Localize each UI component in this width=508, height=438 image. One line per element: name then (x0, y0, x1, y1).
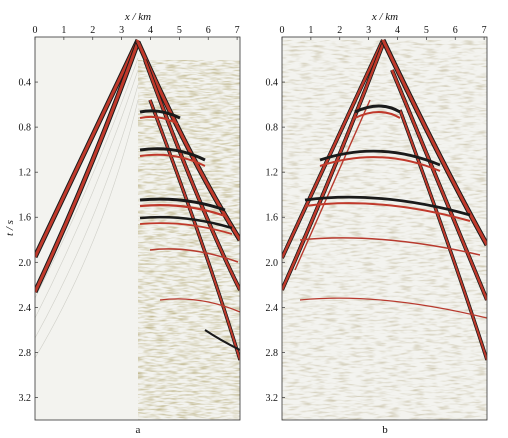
y-tick-label: 0.8 (266, 123, 279, 134)
panel-b-noise-texture (282, 40, 487, 420)
y-tick-label: 0.4 (266, 78, 279, 89)
x-tick-label: 4 (395, 25, 400, 36)
panel-b-caption: b (382, 424, 388, 436)
y-tick-label: 2.4 (266, 303, 279, 314)
y-tick-label: 2.0 (19, 258, 32, 269)
x-tick-label: 6 (206, 25, 211, 36)
y-tick-label: 2.8 (266, 348, 279, 359)
y-tick-label: 1.2 (266, 168, 279, 179)
x-tick-label: 6 (453, 25, 458, 36)
panel-a-caption: a (136, 424, 141, 436)
panel-b-y-ticks: 0.4 0.8 1.2 1.6 2.0 2.4 2.8 3.2 (266, 78, 285, 404)
y-tick-label: 0.8 (19, 123, 32, 134)
panel-b-right-events (299, 38, 487, 361)
panel-b-seismic-image (282, 38, 487, 420)
panel-a-y-axis-label: t / s (4, 220, 16, 236)
panel-a-x-axis-label: x / km (124, 11, 151, 23)
panel-a-noise-texture (138, 60, 240, 420)
y-tick-label: 2.4 (19, 303, 32, 314)
panel-b-x-axis-label: x / km (371, 11, 398, 23)
panel-a-seismic-image (35, 38, 240, 420)
x-tick-label: 1 (308, 25, 313, 36)
x-tick-label: 5 (424, 25, 429, 36)
y-tick-label: 0.4 (19, 78, 32, 89)
x-tick-label: 0 (280, 25, 285, 36)
panel-a-x-ticks: 0 1 2 3 4 5 6 7 (33, 25, 240, 40)
panel-b-frame (281, 36, 488, 421)
panel-a: 0 1 2 3 4 5 6 7 0.4 0.8 1.2 1.6 2.0 2.4 2.8 3.2 x / km… (4, 11, 241, 436)
x-tick-label: 7 (482, 25, 487, 36)
x-tick-label: 3 (119, 25, 124, 36)
y-tick-label: 1.2 (19, 168, 32, 179)
y-tick-label: 1.6 (266, 213, 279, 224)
y-tick-label: 3.2 (266, 393, 279, 404)
panel-b: 0 1 2 3 4 5 6 7 0.4 0.8 1.2 1.6 2.0 2.4 2.8 3.2 x / km… (266, 11, 488, 436)
panel-a-right-events (135, 40, 240, 361)
x-tick-label: 2 (90, 25, 95, 36)
x-tick-label: 2 (337, 25, 342, 36)
y-tick-label: 2.0 (266, 258, 279, 269)
x-tick-label: 4 (148, 25, 153, 36)
x-tick-label: 5 (177, 25, 182, 36)
x-tick-label: 7 (235, 25, 240, 36)
x-tick-label: 3 (366, 25, 371, 36)
y-tick-label: 1.6 (19, 213, 32, 224)
x-tick-label: 1 (61, 25, 66, 36)
y-tick-label: 2.8 (19, 348, 32, 359)
panel-a-faint-ripples (35, 57, 139, 359)
panel-b-x-ticks: 0 1 2 3 4 5 6 7 (280, 25, 487, 40)
panel-a-y-ticks: 0.4 0.8 1.2 1.6 2.0 2.4 2.8 3.2 (19, 78, 38, 404)
panel-a-frame (34, 36, 241, 421)
y-tick-label: 3.2 (19, 393, 32, 404)
x-tick-label: 0 (33, 25, 38, 36)
panel-b-left-events (282, 39, 385, 291)
